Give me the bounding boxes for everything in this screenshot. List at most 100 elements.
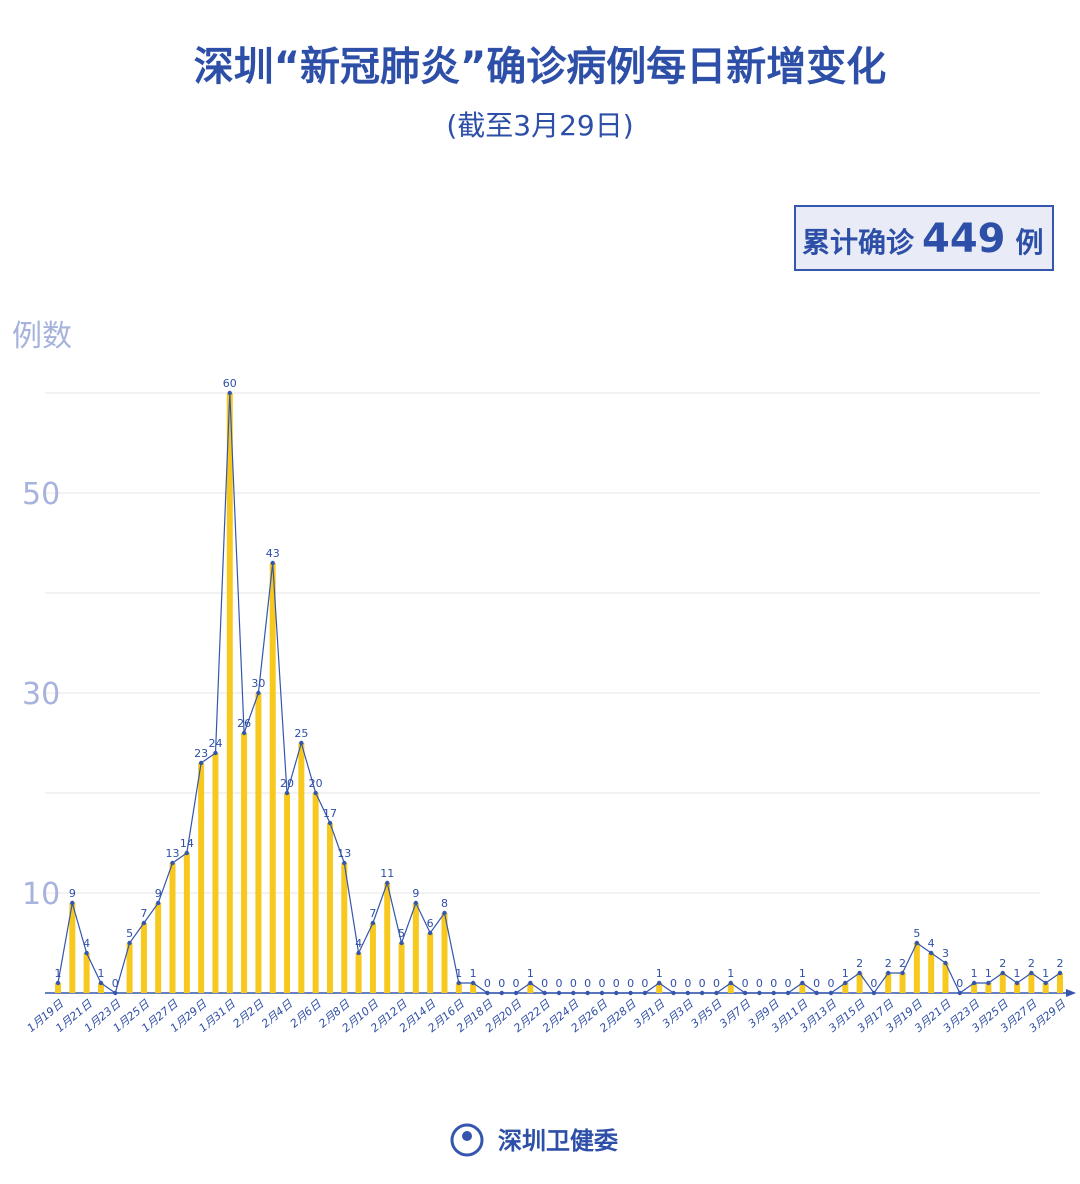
point xyxy=(928,950,934,956)
bar xyxy=(126,943,133,993)
point xyxy=(642,990,648,996)
data-label: 1 xyxy=(656,967,663,980)
chart-subtitle: (截至3月29日) xyxy=(446,109,633,142)
point xyxy=(728,980,733,986)
point xyxy=(284,790,290,796)
point xyxy=(1000,970,1005,976)
point xyxy=(828,990,834,996)
point xyxy=(184,850,190,856)
bar xyxy=(241,733,248,993)
x-tick-label: 2月4日 xyxy=(259,997,296,1031)
data-label: 25 xyxy=(294,727,308,740)
bar xyxy=(83,953,90,993)
bar xyxy=(326,823,333,993)
data-label: 0 xyxy=(827,977,834,990)
data-label: 1 xyxy=(470,967,477,980)
y-tick-label: 10 xyxy=(22,877,60,912)
data-label: 9 xyxy=(412,887,419,900)
data-label: 0 xyxy=(785,977,792,990)
data-label: 1 xyxy=(1014,967,1021,980)
bar xyxy=(656,983,663,993)
point xyxy=(556,990,562,996)
point xyxy=(399,940,404,946)
bar xyxy=(899,973,906,993)
data-label: 17 xyxy=(323,807,337,820)
logo xyxy=(450,1123,484,1157)
x-axis-arrow xyxy=(1066,989,1076,997)
data-label: 0 xyxy=(770,977,777,990)
data-label: 1 xyxy=(527,967,534,980)
data-label: 0 xyxy=(956,977,963,990)
point xyxy=(313,790,318,796)
point xyxy=(413,900,419,906)
bar xyxy=(284,793,291,993)
point xyxy=(986,980,991,986)
data-label: 1 xyxy=(455,967,462,980)
bar xyxy=(942,963,949,993)
point xyxy=(227,390,232,396)
x-tick-label: 2月2日 xyxy=(230,997,267,1031)
footer: 深圳卫健委 xyxy=(498,1127,618,1155)
point xyxy=(213,750,218,756)
point xyxy=(628,990,633,996)
point xyxy=(55,980,61,986)
point xyxy=(270,560,275,566)
data-label: 4 xyxy=(928,937,935,950)
point xyxy=(814,990,819,996)
point xyxy=(70,900,75,906)
data-label: 0 xyxy=(598,977,605,990)
data-label: 2 xyxy=(856,957,863,970)
data-label: 11 xyxy=(380,867,394,880)
point xyxy=(528,980,533,986)
bar xyxy=(226,393,233,993)
bar xyxy=(441,913,448,993)
data-label: 23 xyxy=(194,747,208,760)
data-label: 0 xyxy=(613,977,620,990)
point xyxy=(370,920,376,926)
data-label: 0 xyxy=(513,977,520,990)
point xyxy=(585,990,590,996)
data-label: 1 xyxy=(727,967,734,980)
point xyxy=(356,950,361,956)
point xyxy=(571,990,576,996)
data-label: 20 xyxy=(280,777,294,790)
point xyxy=(385,880,390,886)
bar xyxy=(355,953,362,993)
point xyxy=(757,990,762,996)
bar xyxy=(412,903,419,993)
point xyxy=(127,940,132,946)
point xyxy=(98,980,104,986)
point xyxy=(470,980,476,986)
point xyxy=(198,760,204,766)
data-label: 8 xyxy=(441,897,448,910)
bar xyxy=(727,983,734,993)
bar xyxy=(928,953,935,993)
data-label: 7 xyxy=(369,907,376,920)
data-label: 2 xyxy=(999,957,1006,970)
point xyxy=(900,970,905,976)
bar xyxy=(369,923,376,993)
point xyxy=(971,980,977,986)
data-label: 24 xyxy=(208,737,222,750)
data-label: 0 xyxy=(670,977,677,990)
point xyxy=(714,990,719,996)
bar xyxy=(183,853,190,993)
data-label: 4 xyxy=(83,937,90,950)
point xyxy=(513,990,519,996)
point xyxy=(957,990,962,996)
data-label: 0 xyxy=(699,977,706,990)
data-label: 0 xyxy=(684,977,691,990)
data-label: 0 xyxy=(112,977,119,990)
data-label: 0 xyxy=(484,977,491,990)
data-label: 2 xyxy=(885,957,892,970)
point xyxy=(914,940,920,946)
data-label: 0 xyxy=(498,977,505,990)
bar xyxy=(312,793,319,993)
bar xyxy=(384,883,391,993)
bar xyxy=(69,903,76,993)
point xyxy=(699,990,705,996)
bar xyxy=(985,983,992,993)
bar xyxy=(913,943,920,993)
data-label: 20 xyxy=(309,777,323,790)
